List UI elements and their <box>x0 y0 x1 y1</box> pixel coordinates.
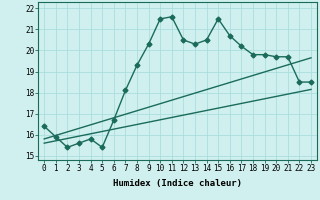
X-axis label: Humidex (Indice chaleur): Humidex (Indice chaleur) <box>113 179 242 188</box>
